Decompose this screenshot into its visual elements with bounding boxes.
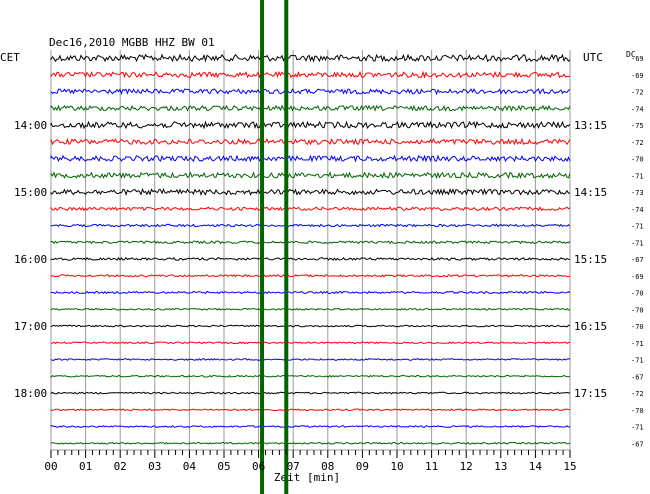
x-tick-label: 13 — [494, 460, 507, 473]
trace-line — [50, 88, 571, 96]
x-tick-label: 10 — [390, 460, 403, 473]
trace-line — [50, 240, 571, 245]
x-tick-label: 03 — [148, 460, 161, 473]
cet-time-label: 16:00 — [14, 253, 47, 266]
trace-line — [50, 104, 571, 112]
trace-line — [50, 70, 571, 79]
trace-line — [50, 171, 571, 180]
dc-value: -69 — [631, 273, 644, 281]
cet-time-label: 15:00 — [14, 186, 47, 199]
trace-line — [50, 274, 571, 278]
trace-line — [50, 341, 571, 345]
dc-value: -71 — [631, 223, 644, 231]
x-tick-label: 00 — [44, 460, 57, 473]
dc-value: -69 — [631, 55, 644, 63]
dc-value: -70 — [631, 407, 644, 415]
utc-time-label: 15:15 — [574, 253, 607, 266]
chart-title: Dec16,2010 MGBB HHZ BW 01 — [49, 36, 215, 49]
dc-value: -74 — [631, 105, 644, 113]
trace-line — [50, 154, 571, 163]
grid — [50, 50, 571, 451]
dc-value: -71 — [631, 172, 644, 180]
x-tick-label: 14 — [529, 460, 543, 473]
trace-line — [50, 408, 571, 412]
utc-time-label: 14:15 — [574, 186, 607, 199]
dc-value: -70 — [631, 306, 644, 314]
x-tick-label: 02 — [114, 460, 127, 473]
trace-line — [50, 187, 570, 197]
trace-line — [50, 391, 571, 395]
dc-value: -70 — [631, 156, 644, 164]
dc-value: -70 — [631, 290, 644, 298]
x-tick-label: 05 — [217, 460, 230, 473]
dc-value: -70 — [631, 323, 644, 331]
x-tick-label: 01 — [79, 460, 92, 473]
dc-value: -72 — [631, 89, 644, 97]
dc-header: DC — [626, 50, 636, 59]
trace-line — [50, 441, 571, 445]
dc-value: -75 — [631, 122, 644, 130]
trace-line — [50, 374, 571, 379]
trace-line — [50, 424, 571, 428]
trace-line — [50, 137, 571, 146]
x-tick-label: 07 — [287, 460, 300, 473]
x-tick-label: 06 — [252, 460, 265, 473]
traces — [50, 53, 571, 445]
cet-time-label: 17:00 — [14, 320, 47, 333]
x-axis: 00 01 02 03 04 05 06 07 08 09 10 11 12 13 14 15 — [44, 450, 577, 473]
dc-value: -71 — [631, 340, 644, 348]
x-tick-label: 09 — [356, 460, 369, 473]
x-tick-label: 08 — [321, 460, 334, 473]
utc-time-label: 13:15 — [574, 119, 607, 132]
trace-line — [50, 324, 570, 328]
dc-value: -72 — [631, 139, 644, 147]
event-markers — [260, 0, 289, 494]
trace-line — [50, 120, 571, 130]
utc-time-label: 16:15 — [574, 320, 607, 333]
row-labels: -69 -69 -72 -74 -75 -72 -70 -71 -73 -74 -71 -71 -67 -… — [14, 55, 644, 448]
trace-line — [50, 206, 571, 212]
dc-value: -71 — [631, 424, 644, 432]
dc-value: -71 — [631, 357, 644, 365]
dc-value: -72 — [631, 390, 644, 398]
dc-value: -74 — [631, 206, 644, 214]
trace-line — [50, 223, 571, 228]
trace-line — [50, 307, 571, 311]
dc-value: -71 — [631, 239, 644, 247]
x-axis-label: Zeit [min] — [274, 471, 340, 484]
dc-value: -73 — [631, 189, 644, 197]
dc-value: -67 — [631, 373, 644, 381]
trace-line — [50, 257, 571, 261]
dc-value: -69 — [631, 72, 644, 80]
right-axis-label: UTC — [583, 51, 603, 64]
trace-line — [50, 53, 571, 63]
x-tick-label: 15 — [563, 460, 576, 473]
utc-time-label: 17:15 — [574, 387, 607, 400]
trace-line — [50, 290, 571, 295]
x-tick-label: 04 — [183, 460, 197, 473]
dc-value: -67 — [631, 256, 644, 264]
cet-time-label: 18:00 — [14, 387, 47, 400]
x-tick-label: 12 — [460, 460, 473, 473]
left-axis-label: CET — [0, 51, 20, 64]
cet-time-label: 14:00 — [14, 119, 47, 132]
dc-value: -67 — [631, 440, 644, 448]
x-tick-label: 11 — [425, 460, 438, 473]
trace-line — [50, 358, 571, 361]
